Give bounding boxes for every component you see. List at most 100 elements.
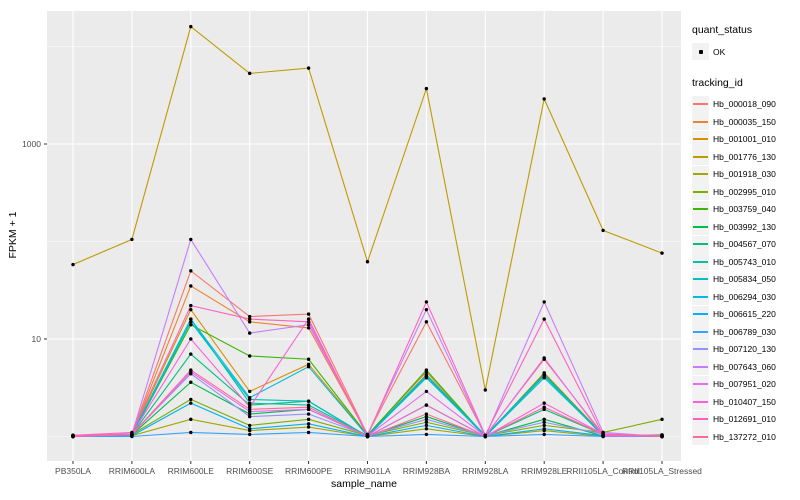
data-point (248, 317, 252, 321)
x-tick-label: RRIM600LA (109, 466, 156, 476)
data-point (542, 432, 546, 437)
legend-line-swatch (693, 383, 708, 386)
legend-item-quant-ok: OK (692, 43, 798, 61)
data-point (542, 427, 546, 431)
data-point (542, 401, 546, 405)
legend-item-label: Hb_137272_010 (713, 431, 776, 442)
legend-key (692, 323, 709, 341)
legend-line-swatch (693, 103, 708, 106)
legend-title-quant-status: quant_status (692, 24, 753, 36)
data-point (365, 434, 370, 439)
data-point (542, 417, 546, 422)
data-point (542, 97, 546, 101)
legend-item-label: Hb_006615_220 (713, 309, 776, 320)
y-axis-title: FPKM + 1 (7, 211, 19, 259)
data-point (424, 412, 429, 416)
x-tick-label: RRIM901LA (344, 466, 391, 476)
x-tick-label: RRIM600SE (226, 466, 274, 476)
data-point (189, 430, 193, 435)
legend-item: Hb_007120_130 (692, 340, 798, 359)
legend-key (692, 218, 709, 236)
legend-item-label: Hb_001001_010 (713, 134, 776, 145)
legend-item: Hb_005743_010 (692, 253, 798, 271)
legend: quant_status OK tracking_id Hb_000018_09… (692, 24, 798, 446)
legend-item-label: Hb_004567_070 (713, 239, 776, 250)
legend-item-label: Hb_010407_150 (713, 396, 776, 407)
legend-item: Hb_000018_090 (692, 95, 798, 114)
data-point (248, 414, 252, 419)
data-point (542, 423, 546, 428)
y-tick-label: 1000 (22, 139, 41, 149)
data-point (542, 405, 546, 409)
legend-key (692, 358, 709, 376)
legend-item-label: Hb_007643_060 (713, 361, 776, 372)
legend-item: Hb_012691_010 (692, 410, 798, 429)
data-point (248, 412, 252, 416)
plot-panel (47, 11, 681, 461)
data-point (306, 362, 311, 367)
legend-item: Hb_002995_010 (692, 183, 798, 201)
data-point (248, 331, 252, 335)
data-point (424, 86, 429, 91)
legend-key (692, 393, 709, 411)
y-tick-label: 10 (32, 334, 42, 344)
legend-item: Hb_137272_010 (692, 428, 798, 446)
data-point (483, 434, 487, 439)
legend-item-label: Hb_007951_020 (713, 379, 776, 390)
legend-item: Hb_001776_130 (692, 148, 798, 166)
data-point (306, 312, 311, 316)
data-point (306, 357, 311, 361)
legend-key (692, 183, 709, 201)
data-point (424, 432, 429, 437)
legend-key (692, 340, 709, 358)
x-tick-label: RRIM928LA (462, 466, 509, 476)
legend-key (692, 130, 709, 148)
data-point (189, 269, 193, 273)
data-point (660, 434, 664, 439)
data-point (189, 284, 193, 288)
legend-item: Hb_001918_030 (692, 165, 798, 184)
legend-line-swatch (693, 155, 708, 158)
legend-line-swatch (693, 208, 708, 211)
data-point (542, 420, 546, 424)
legend-item-label: Hb_000035_150 (713, 116, 776, 127)
data-point (306, 425, 311, 429)
legend-line-swatch (693, 120, 708, 123)
legend-key (692, 200, 709, 218)
data-point (424, 320, 429, 324)
legend-line-swatch (693, 190, 708, 193)
legend-title-tracking-id: tracking_id (692, 76, 743, 89)
legend-tracking-items: Hb_000018_090 Hb_000035_150 Hb_001001_010 H… (692, 95, 798, 446)
legend-line-swatch (693, 330, 708, 333)
legend-item-label: Hb_000018_090 (713, 99, 776, 110)
data-point (365, 260, 370, 264)
legend-item: Hb_007951_020 (692, 375, 798, 394)
x-tick-label: RRIM600PE (285, 466, 333, 476)
data-point (542, 317, 546, 321)
legend-line-swatch (693, 418, 708, 421)
legend-item-label: Hb_006294_030 (713, 291, 776, 302)
data-point (424, 389, 429, 394)
data-point (424, 414, 429, 419)
data-point (189, 320, 193, 324)
legend-item: Hb_001001_010 (692, 130, 798, 149)
data-point (483, 388, 487, 392)
legend-item-label: Hb_002995_010 (713, 186, 776, 197)
data-point (248, 427, 252, 431)
data-point (189, 323, 193, 327)
legend-key (692, 253, 709, 271)
legend-line-swatch (693, 243, 708, 246)
x-tick-label: PB350LA (55, 466, 91, 476)
data-point (189, 237, 193, 242)
legend-item-label: Hb_005743_010 (713, 256, 776, 267)
legend-item-label: Hb_003759_040 (713, 204, 776, 215)
x-tick-label: RRIM600LE (168, 466, 215, 476)
data-point (424, 427, 429, 431)
legend-item-label: Hb_003992_130 (713, 221, 776, 232)
legend-item: Hb_006294_030 (692, 288, 798, 306)
data-point (306, 317, 311, 321)
data-point (189, 417, 193, 422)
data-point (424, 423, 429, 428)
legend-key (692, 235, 709, 253)
